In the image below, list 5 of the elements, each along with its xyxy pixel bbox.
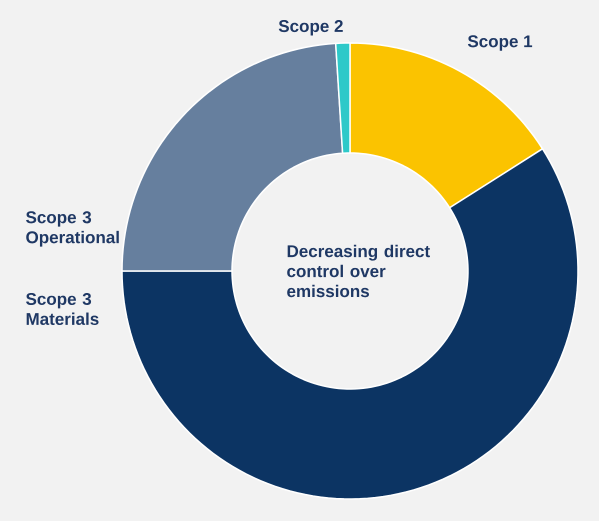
slice-label: Scope 3 Materials bbox=[26, 292, 99, 326]
slice-label: Scope 2 bbox=[278, 20, 343, 36]
text: Decreasing direct control over emissions bbox=[287, 244, 430, 298]
slice-label: Scope 1 bbox=[468, 35, 532, 51]
slice-label: Scope 3 Operational bbox=[26, 211, 119, 247]
